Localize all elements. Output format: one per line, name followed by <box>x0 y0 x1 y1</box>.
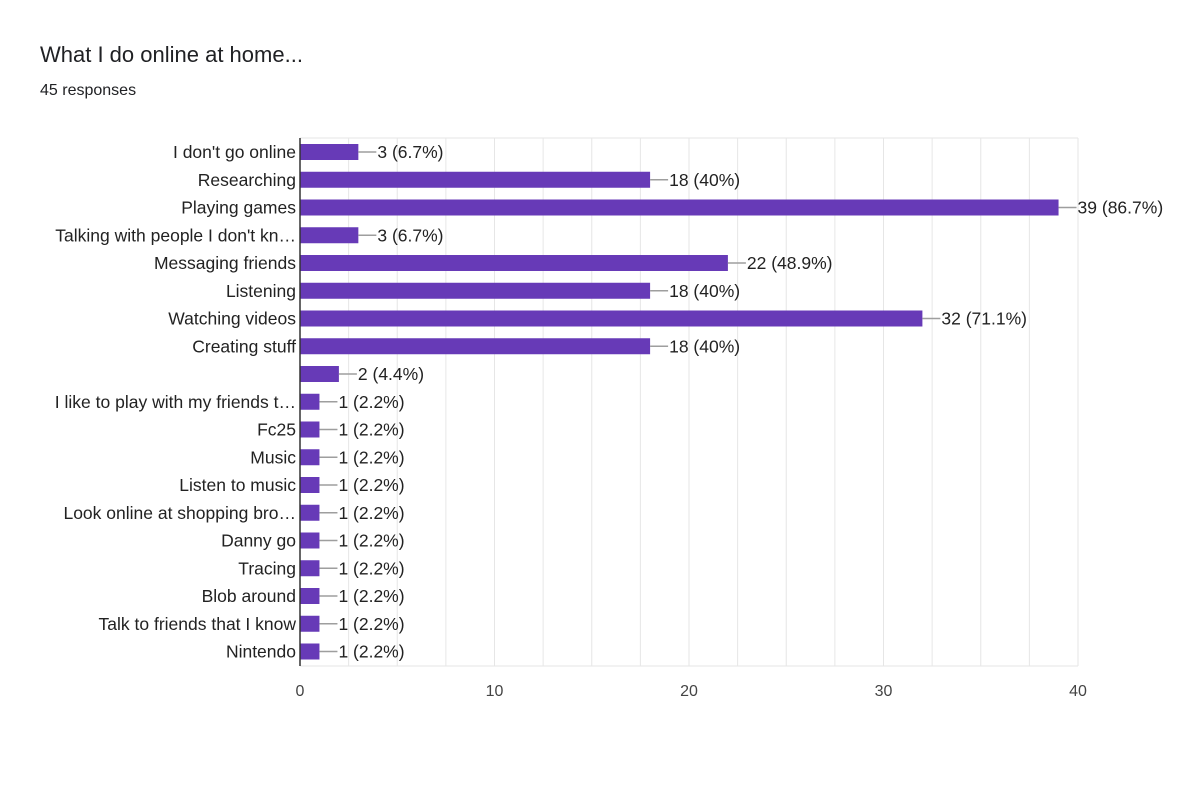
chart-title: What I do online at home... <box>40 42 303 67</box>
bar <box>300 449 320 466</box>
bar <box>300 282 651 299</box>
bar <box>300 393 320 410</box>
category-label: Tracing <box>238 558 296 578</box>
data-label: 1 (2.2%) <box>338 503 404 523</box>
data-label: 1 (2.2%) <box>338 420 404 440</box>
bar <box>300 338 651 355</box>
bar <box>300 199 1059 216</box>
bar <box>300 144 359 160</box>
x-tick-label: 10 <box>486 683 504 700</box>
bar <box>300 643 320 660</box>
category-label: Watching videos <box>168 309 296 329</box>
data-label: 1 (2.2%) <box>338 392 404 412</box>
category-label: Listen to music <box>179 475 296 495</box>
category-label: Researching <box>198 170 296 190</box>
category-label: Blob around <box>202 586 296 606</box>
data-label: 18 (40%) <box>669 281 740 301</box>
data-label: 1 (2.2%) <box>338 531 404 551</box>
data-label: 3 (6.7%) <box>377 142 443 162</box>
category-label: Talking with people I don't kn… <box>55 225 296 245</box>
bar <box>300 366 339 382</box>
data-label: 22 (48.9%) <box>747 253 833 273</box>
data-label: 18 (40%) <box>669 170 740 190</box>
category-label: Creating stuff <box>192 336 296 356</box>
bar <box>300 255 728 271</box>
category-label: Messaging friends <box>154 253 296 273</box>
category-label: I like to play with my friends t… <box>55 392 296 412</box>
data-label: 1 (2.2%) <box>338 447 404 467</box>
data-label: 2 (4.4%) <box>358 364 424 384</box>
bar <box>300 421 320 438</box>
data-label: 1 (2.2%) <box>338 475 404 495</box>
data-label: 39 (86.7%) <box>1078 198 1164 218</box>
data-label: 1 (2.2%) <box>338 614 404 634</box>
data-label: 18 (40%) <box>669 336 740 356</box>
category-label: Listening <box>226 281 296 301</box>
category-label: Look online at shopping bro… <box>63 503 296 523</box>
bar <box>300 171 651 188</box>
bar <box>300 532 320 549</box>
category-label: Playing games <box>181 198 296 218</box>
bar <box>300 310 923 327</box>
x-tick-label: 0 <box>296 683 305 700</box>
bar <box>300 504 320 521</box>
x-tick-label: 40 <box>1069 683 1087 700</box>
bar <box>300 227 359 244</box>
category-label: Fc25 <box>257 420 296 440</box>
category-label: I don't go online <box>173 142 296 162</box>
data-label: 32 (71.1%) <box>941 309 1027 329</box>
data-label: 3 (6.7%) <box>377 225 443 245</box>
data-label: 1 (2.2%) <box>338 642 404 662</box>
category-label: Talk to friends that I know <box>99 614 297 634</box>
category-label: Nintendo <box>226 642 296 662</box>
x-tick-label: 30 <box>875 683 893 700</box>
bar <box>300 477 320 493</box>
data-label: 1 (2.2%) <box>338 586 404 606</box>
data-label: 1 (2.2%) <box>338 558 404 578</box>
category-label: Danny go <box>221 531 296 551</box>
x-tick-label: 20 <box>680 683 698 700</box>
bar <box>300 560 320 577</box>
category-label: Music <box>250 447 296 467</box>
response-count: 45 responses <box>40 82 137 99</box>
bar <box>300 588 320 604</box>
bar <box>300 615 320 632</box>
